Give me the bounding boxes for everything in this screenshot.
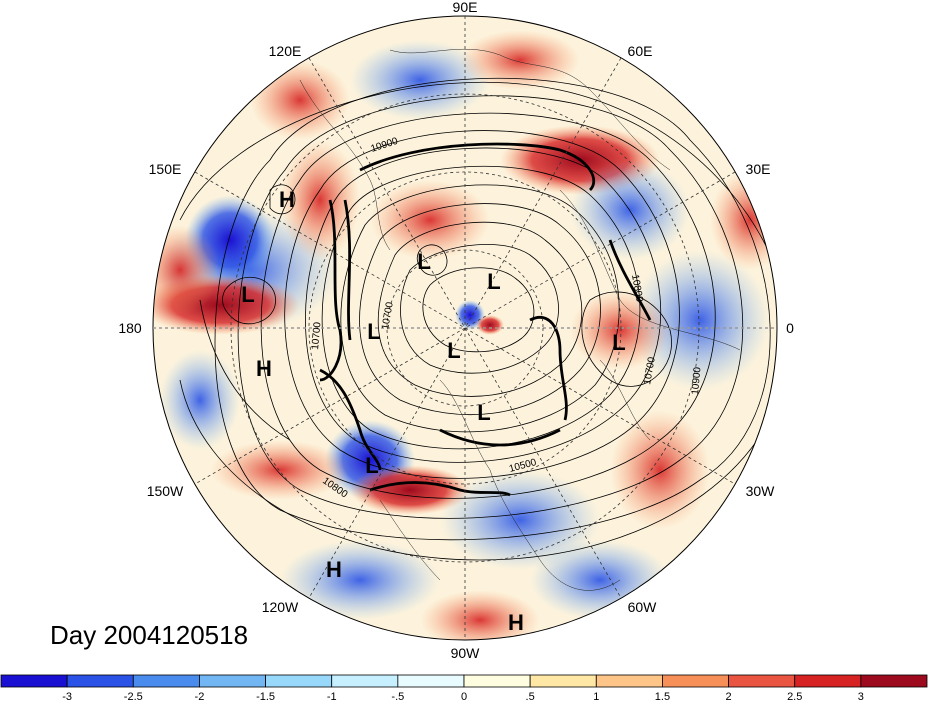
colorbar-tick-label: -1.5 [256,691,275,702]
low-center-marker: L [487,269,500,294]
colorbar-swatch [463,674,531,688]
colorbar-swatch [728,674,796,688]
contour-label: 10700 [310,321,323,350]
colorbar-tick-label: -3 [62,691,72,702]
contour-label: 10800 [629,274,645,304]
date-title: Day 2004120518 [50,620,249,650]
colorbar-swatch [132,674,200,688]
lon-label-60e: 60E [628,43,653,59]
low-center-marker: L [367,319,380,344]
anomaly-shading [153,16,777,640]
colorbar-tick-label: .5 [526,691,535,702]
contour-label: 10900 [690,366,703,395]
colorbar-swatch [199,674,266,688]
colorbar: -3 -2.5 -2 -1.5 -1 -.5 0 .5 1 1.5 2 2.5 3 [0,674,928,702]
colorbar-tick-label: 1 [593,691,599,702]
colorbar-swatch [595,674,663,688]
polar-map: 90E 120E 60E 150E 30E 180 0 150W 30W 120… [118,0,794,661]
colorbar-tick-label: -1 [327,691,337,702]
lon-label-120e: 120E [269,43,302,59]
colorbar-tick-label: 2.5 [787,691,802,702]
high-center-marker: H [508,610,524,635]
lon-label-30e: 30E [746,161,771,177]
high-center-marker: H [279,187,295,212]
colorbar-swatch [529,674,597,688]
lon-label-60w: 60W [628,599,658,615]
colorbar-swatch [397,674,465,688]
graticule [153,16,777,640]
high-center-marker: H [326,557,342,582]
colorbar-tick-label: 0 [461,691,467,702]
colorbar-tick-label: 1.5 [655,691,670,702]
lon-label-30w: 30W [746,483,776,499]
lon-label-150e: 150E [149,161,182,177]
colorbar-swatch [0,674,68,688]
lon-label-0: 0 [786,320,794,336]
contour-label: 10700 [380,301,396,331]
coastlines [299,48,741,591]
colorbar-tick-label: 3 [858,691,864,702]
pressure-centers: H L L L L L L L H L H H [241,187,625,635]
high-center-marker: H [256,356,272,381]
low-center-marker: L [447,338,460,363]
low-center-marker: L [417,249,430,274]
colorbar-swatch [265,674,333,688]
longitude-labels: 90E 120E 60E 150E 30E 180 0 150W 30W 120… [118,0,794,661]
jet-contours [319,142,652,497]
colorbar-tick-label: -.5 [391,691,404,702]
colorbar-tick-label: 2 [726,691,732,702]
low-center-marker: L [365,453,378,478]
lon-label-150w: 150W [147,483,184,499]
colorbar-swatch [331,674,399,688]
low-center-marker: L [241,282,254,307]
colorbar-swatch [794,674,862,688]
lon-label-120w: 120W [262,599,299,615]
low-center-marker: L [612,330,625,355]
lon-label-180: 180 [118,320,142,336]
colorbar-tick-label: -2 [195,691,205,702]
low-center-marker: L [477,400,490,425]
contour-label: 10700 [642,356,658,386]
colorbar-swatch [662,674,729,688]
colorbar-swatch [860,674,928,688]
colorbar-swatch [66,674,134,688]
lon-label-90w: 90W [451,645,481,661]
lon-label-90e: 90E [453,0,478,15]
colorbar-tick-label: -2.5 [124,691,143,702]
height-contours [179,77,777,561]
